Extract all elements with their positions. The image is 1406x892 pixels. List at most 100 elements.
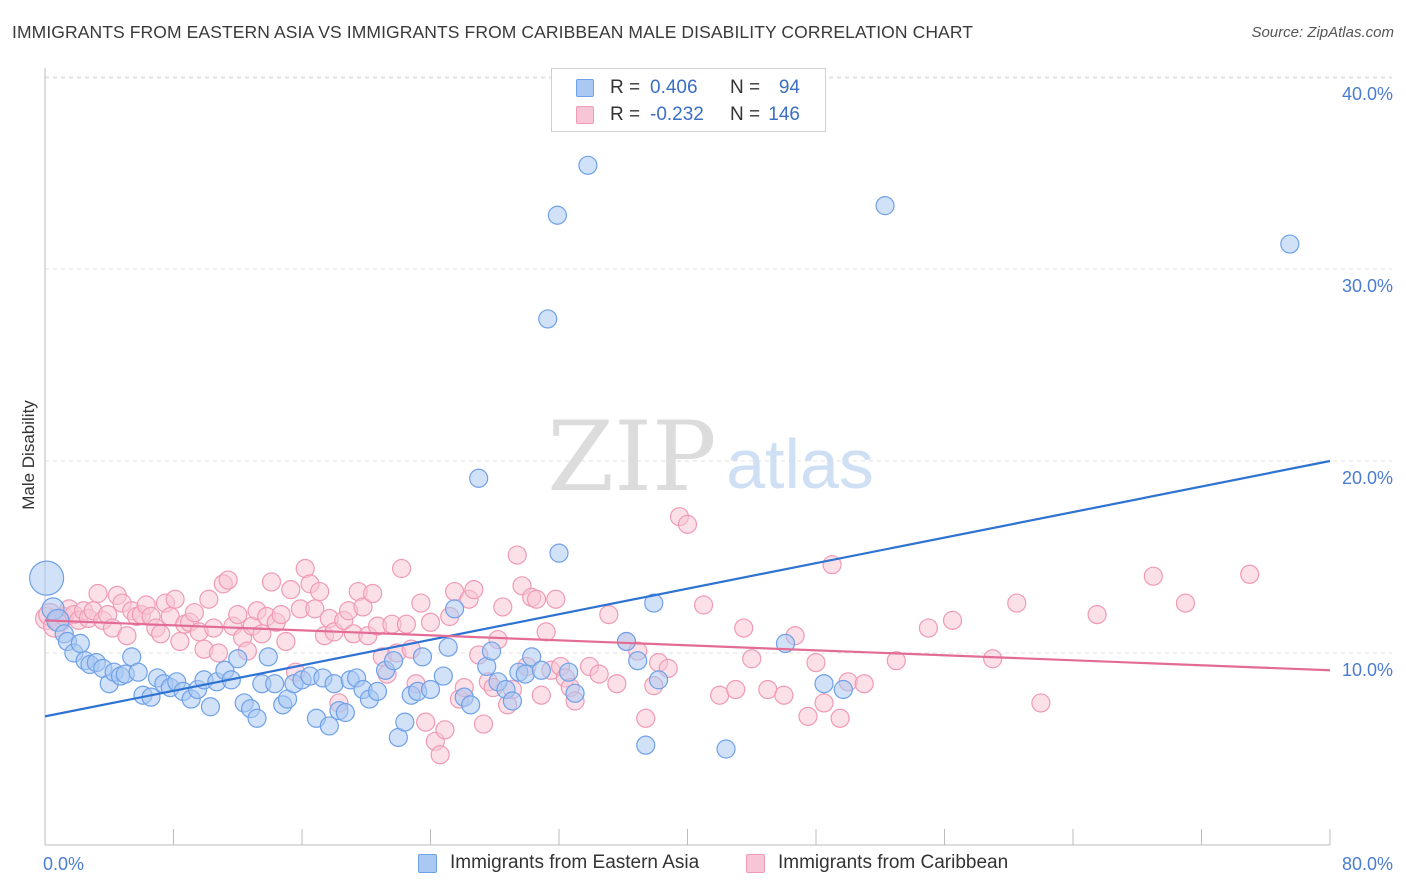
legend-row-caribbean: R = -0.232 N = 146 [552,102,825,128]
data-point-eastern-asia [547,205,567,225]
data-point-caribbean [430,745,450,765]
data-point-caribbean [117,626,137,646]
data-point-caribbean [758,679,778,700]
data-point-caribbean [607,674,627,694]
data-point-caribbean [464,580,484,600]
data-point-caribbean [353,597,373,617]
x-tick-label-min: 0.0% [43,854,84,874]
data-point-caribbean [918,618,939,638]
data-point-caribbean [599,604,619,625]
legend-n-label: N = [730,104,761,125]
data-point-eastern-asia [578,155,598,175]
watermark-atlas: atlas [726,425,874,503]
chart-title: IMMIGRANTS FROM EASTERN ASIA VS IMMIGRAN… [12,22,974,42]
data-point-eastern-asia [258,647,278,667]
data-point-eastern-asia [412,647,433,667]
x-tick-labels: 0.0% 80.0% [43,854,1393,874]
data-point-caribbean [271,604,291,625]
data-point-eastern-asia [716,739,736,759]
grid-lines [45,76,1392,654]
data-point-caribbean [281,580,301,600]
data-point-eastern-asia [549,543,569,563]
data-point-caribbean [507,545,527,565]
source-label: Source: ZipAtlas.com [1251,24,1394,41]
legend-n-label: N = [730,77,761,98]
y-tick-label: 20.0% [1342,468,1393,488]
data-point-caribbean [391,558,412,579]
data-point-caribbean [411,593,431,613]
data-point-eastern-asia [247,708,267,728]
data-point-eastern-asia [265,674,285,694]
data-point-eastern-asia [636,735,656,755]
data-point-caribbean [473,714,494,734]
data-point-caribbean [536,622,556,642]
legend-swatch-caribbean [576,106,594,124]
legend-swatch-eastern-asia [576,79,594,97]
data-point-caribbean [693,595,714,615]
data-point-caribbean [742,649,762,669]
y-tick-labels: 10.0% 20.0% 30.0% 40.0% [1342,84,1393,680]
data-point-eastern-asia [469,468,489,488]
bottom-legend-swatch-eastern-asia [418,854,437,873]
data-point-caribbean [276,631,296,652]
data-point-caribbean [208,643,229,663]
y-tick-label: 30.0% [1342,276,1393,296]
data-point-eastern-asia [335,702,355,723]
data-point-caribbean [942,610,963,630]
trend-lines [44,459,1331,718]
data-point-eastern-asia [481,641,502,661]
data-point-eastern-asia [616,631,637,652]
y-axis-title: Male Disability [19,400,38,510]
data-point-eastern-asia [70,633,90,654]
data-point-caribbean [589,664,609,684]
bottom-legend-label-caribbean: Immigrants from Caribbean [778,852,1009,873]
data-point-caribbean [1143,566,1163,586]
y-tick-label: 40.0% [1342,84,1393,104]
data-point-caribbean [886,651,906,671]
series-eastern-asia-points [29,155,1300,759]
data-point-caribbean [396,614,417,634]
data-point-eastern-asia [522,647,542,667]
data-point-caribbean [814,693,834,713]
data-point-caribbean [1240,564,1260,584]
data-point-eastern-asia [461,695,481,715]
data-point-caribbean [363,583,383,604]
trend-line-eastern-asia [44,459,1331,718]
data-point-caribbean [636,708,656,728]
data-point-caribbean [1007,593,1027,613]
data-point-eastern-asia [648,670,669,690]
data-point-caribbean [261,572,282,592]
data-point-eastern-asia [383,651,404,671]
data-point-caribbean [199,589,219,609]
trend-line-caribbean [44,619,1331,672]
data-point-caribbean [420,612,441,632]
data-point-caribbean [806,652,826,673]
data-point-caribbean [88,583,108,604]
data-point-eastern-asia [538,309,558,329]
data-point-caribbean [1175,593,1196,613]
data-point-eastern-asia [200,697,221,717]
data-point-eastern-asia [628,651,648,671]
legend-r-label: R = [610,77,641,98]
data-point-eastern-asia [502,691,523,711]
legend-row-eastern-asia: R = 0.406 N = 94 [552,75,825,101]
data-point-caribbean [677,514,698,534]
data-point-eastern-asia [833,679,853,700]
data-point-eastern-asia [565,683,585,703]
legend-n-value: 146 [768,104,800,125]
data-point-eastern-asia [531,660,551,680]
data-point-eastern-asia [1280,234,1300,254]
data-point-caribbean [310,581,330,602]
data-point-caribbean [531,685,551,705]
data-point-eastern-asia [433,666,453,686]
data-point-caribbean [165,589,185,609]
data-point-caribbean [526,589,547,609]
data-point-eastern-asia [228,649,248,669]
data-point-caribbean [854,674,874,694]
series-caribbean-points [35,507,1260,765]
bottom-legend-swatch-caribbean [746,854,765,873]
data-point-caribbean [798,706,818,726]
data-point-caribbean [170,631,190,652]
data-point-eastern-asia [29,560,65,596]
